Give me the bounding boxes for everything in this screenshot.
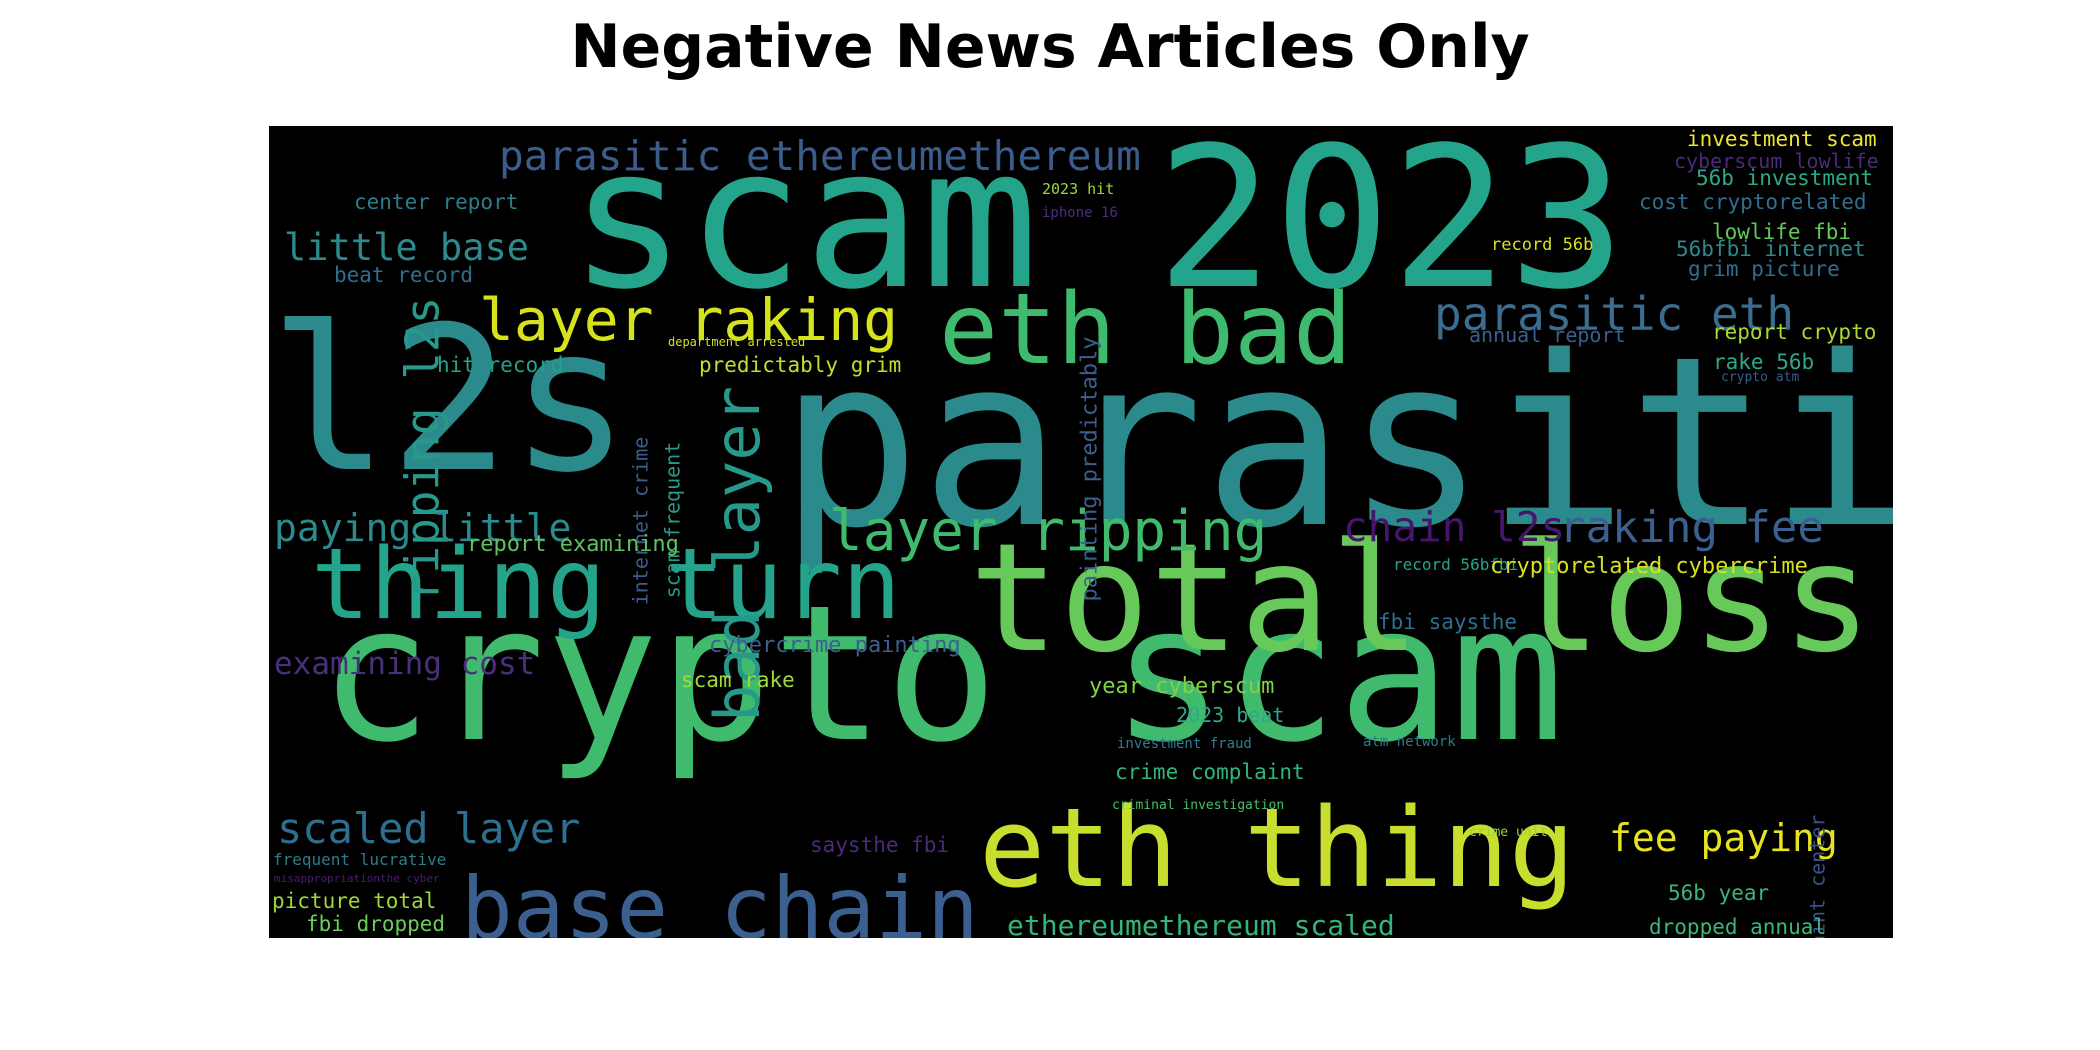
word-eth-bad: eth bad bbox=[939, 273, 1353, 387]
word-saysthe-fbi: saysthe fbi bbox=[810, 833, 950, 857]
word-scam-frequent: scam frequent bbox=[659, 441, 684, 598]
word-investment-fraud: investment fraud bbox=[1117, 736, 1252, 752]
word-cloud: parasiticscam 2023 crypto scam l2s total lo… bbox=[269, 126, 1893, 938]
word-cryptorelated-cybercrime: cryptorelated cybercrime bbox=[1490, 554, 1808, 579]
word-little-base: little base bbox=[284, 226, 530, 269]
word-crypto-scam: crypto scam bbox=[319, 565, 1565, 784]
word-crime-complaint: crime complaint bbox=[1115, 760, 1305, 784]
word-painting-predictably: painting predictably bbox=[1076, 336, 1102, 601]
word-56b-year: 56b year bbox=[1668, 881, 1770, 905]
word-scam-2023: scam 2023 bbox=[569, 126, 1626, 332]
word-department-arrested: department arrested bbox=[668, 335, 806, 349]
word-cybercrime-painting: cybercrime painting bbox=[709, 633, 961, 658]
word-record-56bfbi: record 56bfbi bbox=[1393, 555, 1519, 574]
word-internet-crime: internet crime bbox=[627, 436, 652, 605]
word-annual-report: annual report bbox=[1469, 323, 1626, 347]
word-crypto-atm: crypto atm bbox=[1721, 370, 1800, 385]
word-paying-little: paying little bbox=[274, 506, 572, 550]
word-total-loss: total loss bbox=[969, 512, 1873, 686]
word-misappropriationthe-cyber: misappropriationthe cyber bbox=[274, 872, 440, 885]
word-beat-record: beat record bbox=[334, 263, 474, 287]
word-grim-picture: grim picture bbox=[1688, 257, 1840, 281]
word-year-cyberscum: year cyberscum bbox=[1089, 674, 1275, 699]
word-raking-fee: raking fee bbox=[1559, 502, 1824, 553]
word-2023-hit: 2023 hit bbox=[1042, 180, 1115, 198]
word-cyberscum-lowlife: cyberscum lowlife bbox=[1674, 149, 1879, 173]
word-report-crypto: report crypto bbox=[1712, 320, 1877, 344]
word-ripping-l2s: ripping l2s bbox=[394, 296, 449, 601]
word-chain-l2s: chain l2s bbox=[1343, 503, 1566, 551]
word-layer-raking: layer raking bbox=[479, 286, 899, 354]
word-scaled-layer: scaled layer bbox=[277, 804, 581, 853]
word-fbi-dropped: fbi dropped bbox=[306, 912, 446, 936]
word-report-examining: report examining bbox=[467, 532, 679, 557]
word-fbi-saysthe: fbi saysthe bbox=[1378, 610, 1518, 634]
word-ethereumethereum-scaled: ethereumethereum scaled bbox=[1007, 909, 1395, 939]
word-layer-ripping: layer ripping bbox=[829, 499, 1268, 564]
word-56b-investment: 56b investment bbox=[1696, 166, 1874, 190]
word-predictably-grim: predictably grim bbox=[699, 353, 902, 377]
word-picture-total: picture total bbox=[272, 889, 437, 913]
word-crime-unit: crime unit bbox=[1469, 825, 1548, 840]
chart-title: Negative News Articles Only bbox=[570, 12, 1530, 82]
word-base-chain: base chain bbox=[461, 859, 979, 938]
word-iphone-16: iphone 16 bbox=[1042, 205, 1118, 221]
word-dropped-annual: dropped annual bbox=[1649, 915, 1827, 938]
word-parasitic-eth: parasitic eth bbox=[1434, 287, 1795, 341]
word-l2s: l2s bbox=[269, 284, 631, 517]
word-center-report: center report bbox=[354, 190, 519, 214]
word-atm-network: atm network bbox=[1363, 734, 1456, 750]
word-investment-scam: investment scam bbox=[1687, 127, 1877, 151]
word-rake-56b: rake 56b bbox=[1713, 350, 1815, 374]
word-scam-rake: scam rake bbox=[681, 668, 795, 692]
word-examining-cost: examining cost bbox=[274, 646, 536, 682]
word-fee-paying: fee paying bbox=[1609, 816, 1838, 860]
word-hit-record: hit record bbox=[437, 353, 564, 377]
word-frequent-lucrative: frequent lucrative bbox=[273, 850, 447, 869]
word-thing-turn: thing turn bbox=[311, 528, 902, 642]
word-parasitic: parasitic bbox=[779, 307, 1893, 580]
word-2023-beat: 2023 beat bbox=[1176, 703, 1285, 727]
word-record-56b: record 56b bbox=[1491, 235, 1594, 255]
word-criminal-investigation: criminal investigation bbox=[1112, 798, 1285, 813]
word-lowlife-fbi: lowlife fbi bbox=[1712, 220, 1852, 244]
word-parasitic-ethereumethereum: parasitic ethereumethereum bbox=[499, 132, 1141, 180]
word-eth-thing: eth thing bbox=[979, 784, 1576, 912]
word-cost-cryptorelated: cost cryptorelated bbox=[1639, 190, 1867, 214]
word-56bfbi-internet: 56bfbi internet bbox=[1676, 237, 1866, 261]
